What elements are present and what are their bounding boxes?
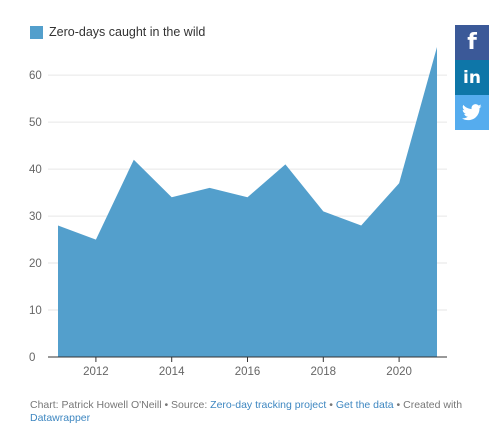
linkedin-icon: in bbox=[463, 67, 481, 88]
area-fill bbox=[58, 47, 437, 357]
y-tick-label: 30 bbox=[29, 211, 42, 223]
source-link[interactable]: Zero-day tracking project bbox=[210, 399, 327, 411]
y-tick-label: 20 bbox=[29, 258, 42, 270]
legend-swatch bbox=[30, 25, 43, 39]
y-tick-label: 10 bbox=[29, 305, 42, 317]
facebook-share-button[interactable]: f bbox=[455, 25, 489, 60]
twitter-icon bbox=[462, 104, 482, 121]
y-tick-label: 60 bbox=[29, 70, 42, 82]
x-tick-label: 2012 bbox=[83, 366, 109, 378]
share-bar: f in bbox=[455, 25, 489, 130]
legend-label: Zero-days caught in the wild bbox=[49, 25, 206, 39]
x-tick-label: 2014 bbox=[159, 366, 185, 378]
facebook-icon: f bbox=[467, 30, 477, 55]
y-tick-label: 50 bbox=[29, 117, 42, 129]
y-tick-label: 0 bbox=[29, 352, 35, 364]
y-tick-label: 40 bbox=[29, 164, 42, 176]
twitter-share-button[interactable] bbox=[455, 95, 489, 130]
x-tick-label: 2016 bbox=[235, 366, 261, 378]
get-data-link[interactable]: Get the data bbox=[335, 399, 394, 411]
x-axis-labels: 2012 2014 2016 2018 2020 bbox=[83, 366, 412, 378]
y-axis-labels: 0 10 20 30 40 50 60 bbox=[29, 70, 42, 364]
x-axis bbox=[48, 356, 447, 362]
footer-created: • Created with bbox=[393, 399, 463, 411]
linkedin-share-button[interactable]: in bbox=[455, 60, 489, 95]
legend: Zero-days caught in the wild bbox=[30, 25, 205, 39]
footer-separator: • bbox=[326, 399, 336, 411]
x-tick-label: 2020 bbox=[386, 366, 412, 378]
footer-credit: Chart: Patrick Howell O'Neill • Source: bbox=[30, 399, 211, 411]
area-series bbox=[58, 47, 437, 357]
datawrapper-link[interactable]: Datawrapper bbox=[30, 412, 91, 424]
x-tick-label: 2018 bbox=[311, 366, 337, 378]
chart-footer: Chart: Patrick Howell O'Neill • Source: … bbox=[30, 399, 480, 425]
